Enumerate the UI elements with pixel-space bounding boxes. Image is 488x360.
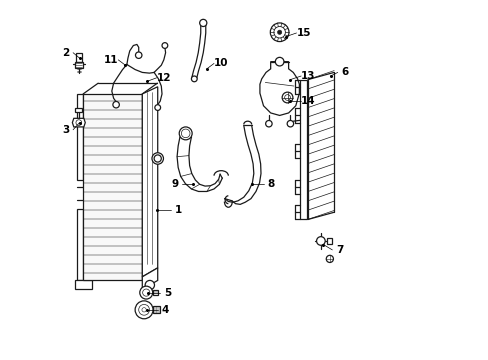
Circle shape — [76, 120, 81, 126]
Text: 12: 12 — [156, 73, 171, 83]
Circle shape — [139, 305, 149, 315]
Circle shape — [282, 92, 292, 103]
Circle shape — [181, 129, 190, 138]
Polygon shape — [75, 108, 82, 112]
Text: 6: 6 — [341, 67, 348, 77]
Circle shape — [135, 301, 153, 319]
Circle shape — [154, 155, 161, 162]
Polygon shape — [142, 268, 158, 289]
Polygon shape — [76, 53, 81, 62]
Circle shape — [277, 30, 281, 35]
Polygon shape — [153, 306, 160, 314]
Circle shape — [152, 153, 163, 164]
Circle shape — [142, 308, 146, 312]
Circle shape — [270, 23, 288, 41]
Text: 13: 13 — [301, 71, 315, 81]
Polygon shape — [77, 209, 83, 280]
Circle shape — [301, 118, 306, 123]
Text: 1: 1 — [174, 206, 182, 216]
Text: 10: 10 — [214, 58, 228, 68]
Circle shape — [179, 127, 192, 140]
Polygon shape — [72, 118, 85, 127]
Circle shape — [145, 280, 154, 290]
Circle shape — [284, 95, 290, 100]
Polygon shape — [326, 238, 331, 244]
Polygon shape — [300, 80, 306, 220]
Circle shape — [140, 286, 152, 299]
Circle shape — [155, 105, 160, 111]
Circle shape — [162, 42, 167, 48]
Polygon shape — [260, 62, 299, 116]
Text: 9: 9 — [171, 179, 178, 189]
Circle shape — [265, 121, 271, 127]
Text: 15: 15 — [296, 28, 310, 38]
Polygon shape — [152, 290, 158, 295]
Text: 5: 5 — [163, 288, 171, 298]
Text: 2: 2 — [62, 48, 69, 58]
Text: 14: 14 — [301, 96, 315, 106]
Circle shape — [275, 57, 284, 66]
Polygon shape — [83, 94, 142, 280]
Circle shape — [135, 52, 142, 58]
Circle shape — [113, 102, 119, 108]
Text: 8: 8 — [267, 179, 274, 189]
Text: 3: 3 — [62, 125, 69, 135]
Circle shape — [316, 237, 325, 245]
Circle shape — [191, 76, 197, 82]
Circle shape — [286, 121, 293, 127]
Circle shape — [142, 289, 149, 296]
Polygon shape — [74, 62, 83, 68]
Polygon shape — [142, 87, 158, 277]
Circle shape — [325, 255, 333, 262]
Polygon shape — [75, 280, 92, 289]
Polygon shape — [77, 94, 83, 180]
Circle shape — [199, 19, 206, 27]
Text: 11: 11 — [103, 55, 118, 65]
Circle shape — [273, 27, 285, 38]
Text: 7: 7 — [335, 245, 343, 255]
Text: 4: 4 — [162, 305, 169, 315]
